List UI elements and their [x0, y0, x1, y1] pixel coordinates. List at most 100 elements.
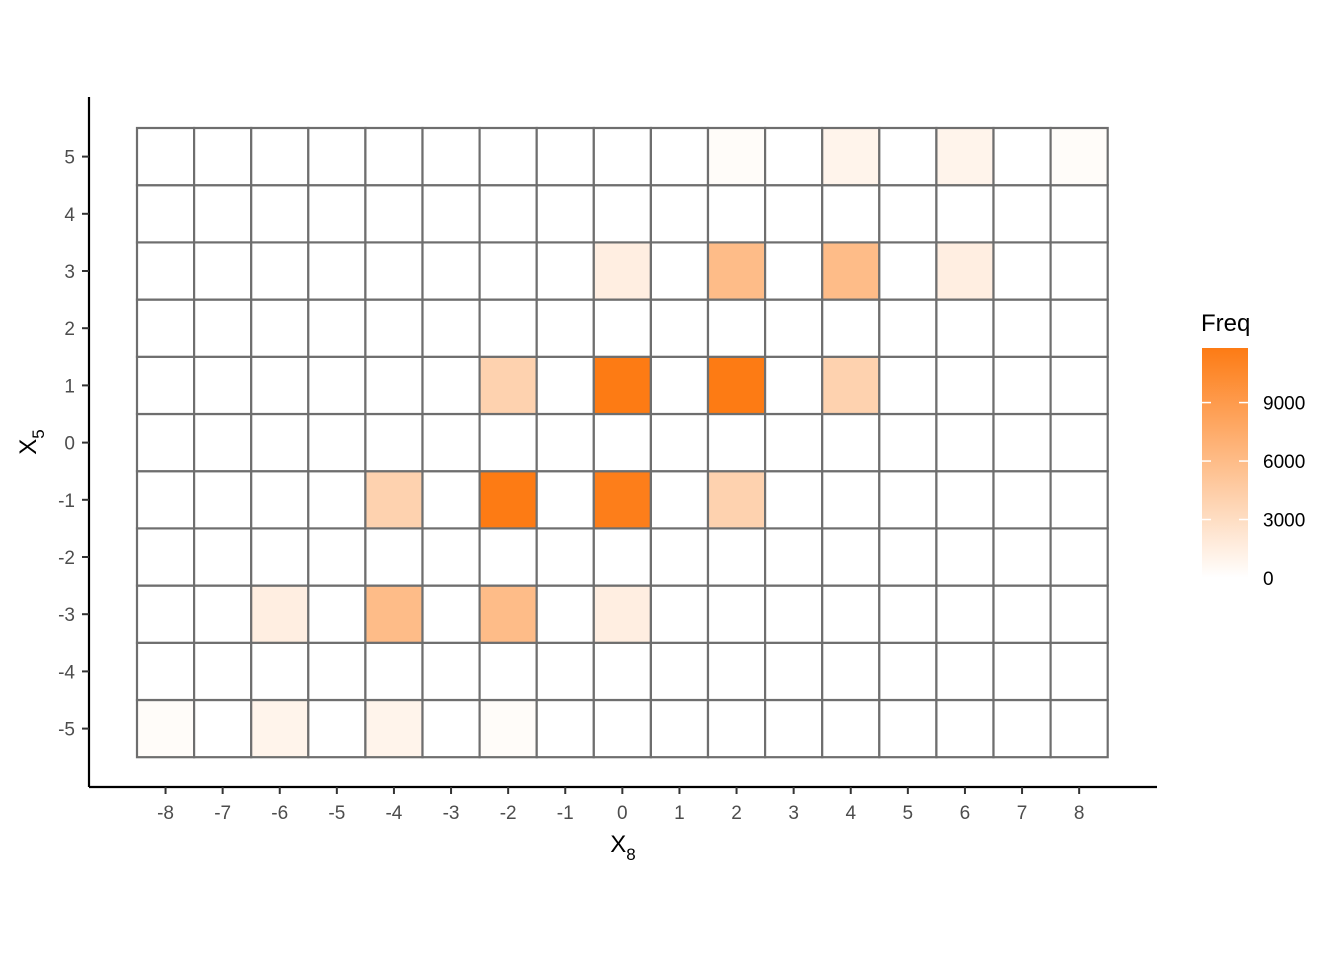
heatmap-cell-x-3-y2 — [421, 298, 481, 358]
heatmap-cell-x5-y5 — [878, 126, 938, 187]
heatmap-cell-x-1-y5 — [535, 126, 595, 187]
heatmap-cell-x5-y-4 — [878, 641, 938, 702]
heatmap-cell-x-3-y1 — [421, 355, 481, 416]
heatmap-cell-x-6-y-1 — [250, 470, 310, 530]
heatmap-cell-x-3-y5 — [421, 126, 481, 187]
x-tick-label: 4 — [845, 803, 856, 824]
heatmap-cell-x-4-y3 — [364, 241, 424, 301]
heatmap-cell-x-8-y3 — [135, 241, 196, 301]
heatmap-cell-x4-y0 — [821, 412, 881, 473]
legend-colorbar — [1202, 348, 1248, 578]
x-tick-label: 1 — [674, 803, 685, 824]
heatmap-cell-x-3-y-5 — [421, 698, 481, 759]
heatmap-cell-x-8-y-5 — [135, 698, 196, 759]
heatmap-cell-x-8-y-1 — [135, 470, 196, 530]
x-tick-label: -3 — [443, 803, 460, 824]
heatmap-cell-x3-y0 — [763, 412, 824, 473]
heatmap-cell-x7-y0 — [992, 412, 1052, 473]
heatmap-cell-x4-y-4 — [821, 641, 881, 702]
heatmap-cell-x-4-y-5 — [364, 698, 424, 759]
y-tick-label: -2 — [58, 548, 75, 569]
heatmap-cell-x-6-y4 — [250, 184, 310, 244]
heatmap-cell-x-2-y-5 — [478, 698, 538, 759]
heatmap-cell-x-2-y-4 — [478, 641, 538, 702]
heatmap-cell-x6-y4 — [935, 184, 995, 244]
heatmap-cell-x-1-y-5 — [535, 698, 595, 759]
heatmap-cell-x2-y-4 — [706, 641, 767, 702]
heatmap-cell-x-7-y-2 — [193, 527, 253, 587]
heatmap-cell-x5-y-5 — [878, 698, 938, 759]
heatmap-cell-x3-y-3 — [763, 584, 824, 644]
heatmap-cell-x2-y-1 — [706, 470, 767, 530]
heatmap-cell-x-6-y-2 — [250, 527, 310, 587]
heatmap-cell-x-4-y5 — [364, 126, 424, 187]
y-tick-label: -3 — [58, 605, 75, 626]
heatmap-cell-x5-y0 — [878, 412, 938, 473]
heatmap-cell-x-7-y-1 — [193, 470, 253, 530]
y-tick-label: -1 — [58, 491, 75, 512]
heatmap-cell-x-7-y3 — [193, 241, 253, 301]
heatmap-cell-x-5-y-2 — [307, 527, 367, 587]
y-tick-label: 1 — [64, 376, 75, 397]
heatmap-cell-x5-y4 — [878, 184, 938, 244]
heatmap-cell-x4-y3 — [821, 241, 881, 301]
heatmap-cell-x-8-y4 — [135, 184, 196, 244]
heatmap-cell-x2-y-3 — [706, 584, 767, 644]
heatmap-cell-x-2-y5 — [478, 126, 538, 187]
heatmap-cell-x-2-y0 — [478, 412, 538, 473]
heatmap-cell-x7-y1 — [992, 355, 1052, 416]
heatmap-cell-x4-y-2 — [821, 527, 881, 587]
heatmap-cell-x3-y-2 — [763, 527, 824, 587]
heatmap-cell-x-4-y4 — [364, 184, 424, 244]
heatmap-cell-x-4-y0 — [364, 412, 424, 473]
heatmap-cell-x7-y-1 — [992, 470, 1052, 530]
x-tick-label: 2 — [731, 803, 742, 824]
heatmap-cell-x3-y4 — [763, 184, 824, 244]
x-tick-label: 8 — [1074, 803, 1085, 824]
heatmap-cell-x-1-y-4 — [535, 641, 595, 702]
heatmap-cell-x1-y-4 — [649, 641, 710, 702]
heatmap-cell-x-1-y-3 — [535, 584, 595, 644]
legend-tick-label: 9000 — [1263, 394, 1305, 415]
heatmap-cell-x5-y-3 — [878, 584, 938, 644]
heatmap-cell-x7-y-5 — [992, 698, 1052, 759]
heatmap-cell-x-6-y-4 — [250, 641, 310, 702]
y-tick-label: 4 — [64, 205, 75, 226]
heatmap-cell-x0-y-3 — [592, 584, 652, 644]
heatmap-cell-x1-y2 — [649, 298, 710, 358]
heatmap-cell-x8-y2 — [1049, 298, 1109, 358]
heatmap-cell-x5-y3 — [878, 241, 938, 301]
heatmap-cell-x0-y4 — [592, 184, 652, 244]
heatmap-cell-x2-y-5 — [706, 698, 767, 759]
heatmap-cell-x-3-y4 — [421, 184, 481, 244]
heatmap-cell-x-5-y-4 — [307, 641, 367, 702]
heatmap-cell-x8-y-3 — [1049, 584, 1109, 644]
heatmap-cell-x7-y-4 — [992, 641, 1052, 702]
axes — [82, 97, 1157, 794]
heatmap-cell-x1-y3 — [649, 241, 710, 301]
x-tick-label: 7 — [1017, 803, 1028, 824]
legend-title: Freq — [1201, 310, 1250, 337]
heatmap-cell-x-7-y2 — [193, 298, 253, 358]
x-tick-label: 5 — [903, 803, 914, 824]
heatmap-cell-x1-y-1 — [649, 470, 710, 530]
heatmap-cell-x6-y-1 — [935, 470, 995, 530]
heatmap-cell-x0-y0 — [592, 412, 652, 473]
heatmap-cell-x-1-y1 — [535, 355, 595, 416]
heatmap-cell-x-8-y-2 — [135, 527, 196, 587]
heatmap-cell-x-5-y-5 — [307, 698, 367, 759]
heatmap-cells — [135, 126, 1109, 759]
heatmap-cell-x-2-y-2 — [478, 527, 538, 587]
heatmap-cell-x8-y-5 — [1049, 698, 1109, 759]
heatmap-cell-x4-y-1 — [821, 470, 881, 530]
heatmap-cell-x8-y3 — [1049, 241, 1109, 301]
heatmap-cell-x3-y5 — [763, 126, 824, 187]
y-axis-title: X5 — [15, 429, 48, 454]
heatmap-cell-x-2-y-3 — [478, 584, 538, 644]
heatmap-cell-x2-y0 — [706, 412, 767, 473]
heatmap-cell-x2-y4 — [706, 184, 767, 244]
heatmap-cell-x-5-y5 — [307, 126, 367, 187]
heatmap-cell-x-1-y0 — [535, 412, 595, 473]
heatmap-cell-x0-y-1 — [592, 470, 652, 530]
heatmap-cell-x-4-y-2 — [364, 527, 424, 587]
